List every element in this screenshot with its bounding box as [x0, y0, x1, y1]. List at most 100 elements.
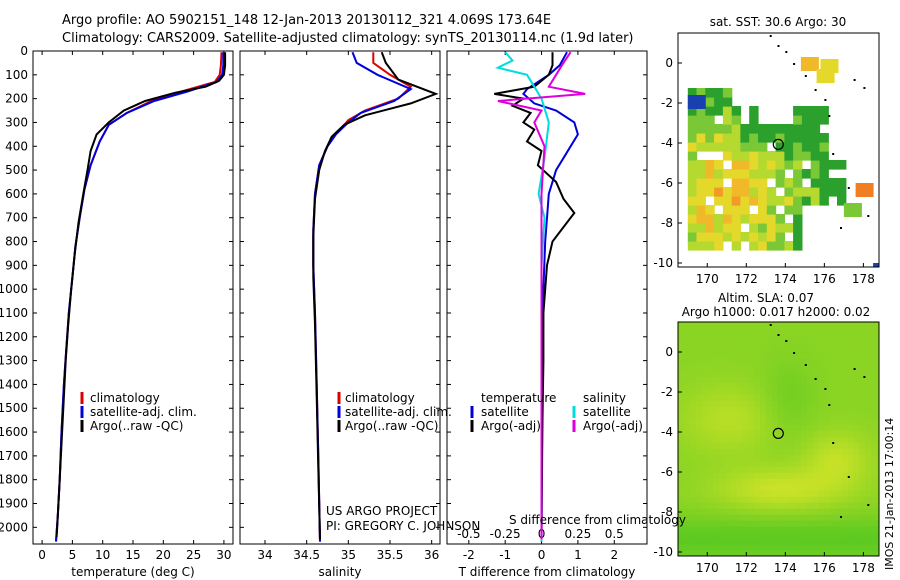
sla-cell: [730, 394, 738, 401]
sla-cell: [800, 478, 808, 485]
sla-cell: [748, 454, 755, 461]
sla-cell: [701, 472, 708, 479]
sla-cell: [701, 520, 708, 527]
sla-cell: [806, 460, 814, 467]
sla-cell: [683, 550, 691, 556]
sla-cell: [806, 358, 814, 365]
sla-cell: [689, 364, 697, 371]
sla-cell: [678, 430, 685, 437]
sla-cell: [812, 550, 820, 556]
sla-cell: [830, 364, 837, 371]
sla-cell: [701, 454, 708, 461]
sla-cell: [853, 352, 861, 359]
legend-label-satellite: satellite-adj. clim.: [90, 405, 197, 419]
sst-cell: [775, 196, 785, 206]
sst-map-cells: [687, 57, 879, 267]
sla-cell: [777, 544, 785, 551]
sla-cell: [841, 352, 849, 359]
sla-cell: [724, 484, 732, 491]
sla-cell: [736, 550, 744, 556]
sla-cell: [724, 472, 732, 479]
sla-cell: [713, 406, 720, 413]
sst-cell: [687, 106, 698, 116]
sla-cell: [748, 550, 755, 556]
sla-cell: [818, 370, 826, 377]
sla-cell: [806, 328, 814, 335]
sla-cell: [800, 394, 808, 401]
sla-cell: [713, 400, 720, 407]
sla-cell: [824, 352, 831, 359]
sla-cell: [736, 412, 744, 419]
sst-cell: [687, 142, 698, 152]
sla-cell: [783, 448, 790, 455]
sst-cell: [687, 151, 698, 161]
sla-cell: [742, 352, 749, 359]
sst-cell: [837, 178, 847, 188]
sla-map-axes: [677, 321, 880, 557]
sla-cell: [853, 466, 861, 473]
sla-cell: [719, 490, 726, 497]
sla-cell: [707, 400, 714, 407]
sla-cell: [818, 394, 826, 401]
sla-cell: [678, 502, 685, 509]
sla-cell: [748, 418, 755, 425]
sla-cell: [847, 520, 855, 527]
sla-cell: [748, 520, 755, 527]
sst-cell: [784, 223, 794, 233]
sla-cell: [754, 520, 761, 527]
sla-cell: [701, 490, 708, 497]
sla-cell: [707, 322, 714, 329]
sla-cell: [736, 388, 744, 395]
sla-cell: [683, 478, 691, 485]
sla-cell: [771, 550, 779, 556]
sla-cell: [877, 454, 879, 461]
sla-cell: [719, 322, 726, 329]
sla-cell: [736, 340, 744, 347]
sla-cell: [765, 358, 773, 365]
sla-cell: [713, 508, 720, 515]
sla-cell: [754, 322, 761, 329]
pressure-tick-label: 800: [5, 235, 28, 249]
sla-cell: [795, 430, 802, 437]
sla-cell: [754, 358, 761, 365]
sst-cell: [793, 178, 803, 188]
sst-cell: [731, 133, 742, 143]
sla-cell: [695, 340, 703, 347]
sst-cell: [775, 223, 785, 233]
sla-cell: [836, 436, 843, 443]
sla-cell: [795, 508, 802, 515]
sla-cell: [824, 394, 831, 401]
sst-cell: [793, 151, 803, 161]
sst-cell: [749, 196, 759, 206]
sla-cell: [771, 544, 779, 551]
sla-cell: [818, 484, 826, 491]
sla-cell: [730, 466, 738, 473]
legend-label-climatology: climatology: [345, 391, 415, 405]
sst-cell: [749, 232, 759, 242]
sla-cell: [689, 412, 697, 419]
sla-cell: [695, 520, 703, 527]
sla-cell: [871, 544, 878, 551]
sla-cell: [806, 454, 814, 461]
sst-cell: [758, 241, 768, 251]
sla-cell: [678, 538, 685, 545]
sla-cell: [777, 418, 785, 425]
sla-cell: [736, 526, 744, 533]
sla-cell: [783, 526, 790, 533]
sla-cell: [695, 382, 703, 389]
sla-cell: [818, 490, 826, 497]
sla-cell: [853, 394, 861, 401]
sla-cell: [719, 400, 726, 407]
sst-cell: [714, 88, 724, 98]
sla-cell: [771, 508, 779, 515]
sla-cell: [724, 424, 732, 431]
sla-cell: [877, 322, 879, 329]
sla-cell: [859, 436, 867, 443]
sst-cell: [784, 196, 794, 206]
sla-cell: [748, 460, 755, 467]
sla-cell: [795, 328, 802, 335]
sst-cell: [696, 106, 706, 116]
sla-cell: [818, 520, 826, 527]
legend-label-s-argo: Argo(-adj): [583, 419, 643, 433]
sla-cell: [760, 478, 767, 485]
